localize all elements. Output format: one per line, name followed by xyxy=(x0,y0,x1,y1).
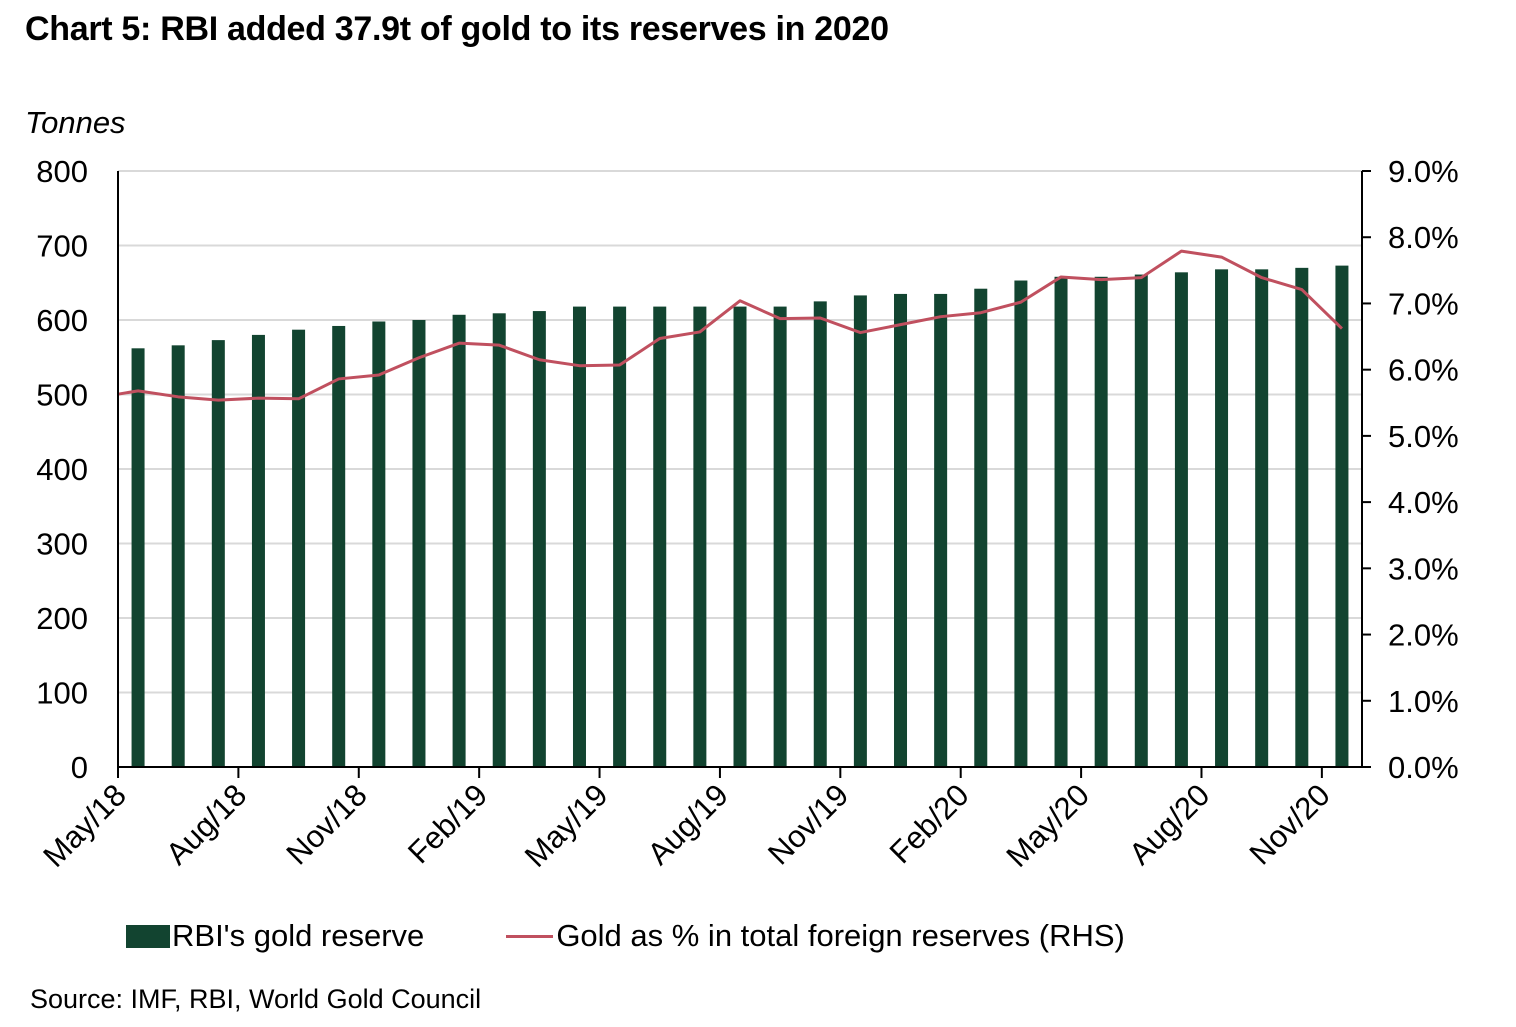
bar xyxy=(1134,274,1148,767)
x-tick-label: Aug/18 xyxy=(159,777,253,871)
source-note: Source: IMF, RBI, World Gold Council xyxy=(30,984,482,1014)
bar xyxy=(372,321,386,767)
y2-tick-label: 9.0% xyxy=(1388,154,1459,189)
legend-item-gold-reserve: RBI's gold reserve xyxy=(126,918,424,954)
x-tick-label: Nov/18 xyxy=(280,777,374,871)
bar xyxy=(653,306,667,767)
bar xyxy=(292,329,306,767)
bar xyxy=(1014,280,1028,767)
y2-tick-label: 3.0% xyxy=(1388,551,1459,586)
y-tick-label: 500 xyxy=(36,378,88,413)
y2-tick-label: 8.0% xyxy=(1388,220,1459,255)
legend-swatch-bar xyxy=(126,924,170,948)
chart-title: Chart 5: RBI added 37.9t of gold to its … xyxy=(25,10,889,48)
bar xyxy=(934,293,948,767)
y2-tick-label: 2.0% xyxy=(1388,618,1459,653)
x-tick-label: May/19 xyxy=(518,777,615,874)
bar xyxy=(1295,267,1309,767)
y-tick-label: 700 xyxy=(36,229,88,264)
bar xyxy=(1054,276,1068,767)
right-axis-ticks: 0.0% 1.0% 2.0% 3.0% 4.0% 5.0% 6.0% 7.0% 8.0% 9.0% xyxy=(1362,154,1459,785)
bar xyxy=(693,306,707,767)
legend-swatch-line xyxy=(506,934,554,938)
bar xyxy=(131,348,145,767)
left-axis-ticks: 0 100 200 300 400 500 600 700 800 xyxy=(36,154,88,785)
bar xyxy=(452,314,466,767)
x-tick-label: Aug/19 xyxy=(641,777,735,871)
x-tick-label: Feb/20 xyxy=(883,777,976,870)
bar xyxy=(813,301,827,767)
bar xyxy=(412,320,426,767)
y-tick-label: 600 xyxy=(36,303,88,338)
x-tick-label: Feb/19 xyxy=(401,777,494,870)
bar xyxy=(171,345,185,767)
y2-tick-label: 6.0% xyxy=(1388,353,1459,388)
bar xyxy=(492,313,506,767)
bar xyxy=(211,340,225,767)
bar xyxy=(894,293,908,767)
y2-tick-label: 0.0% xyxy=(1388,750,1459,785)
x-tick-label: Nov/20 xyxy=(1243,777,1337,871)
y2-tick-label: 5.0% xyxy=(1388,419,1459,454)
y2-tick-label: 1.0% xyxy=(1388,684,1459,719)
y-tick-label: 0 xyxy=(71,750,88,785)
bar xyxy=(1335,265,1349,767)
bar xyxy=(1174,272,1188,767)
y-tick-label: 300 xyxy=(36,527,88,562)
bar xyxy=(733,306,747,767)
legend-label-gold-share: Gold as % in total foreign reserves (RHS… xyxy=(556,918,1125,953)
line-gold-share xyxy=(117,249,1343,402)
y-tick-label: 400 xyxy=(36,452,88,487)
bar-series xyxy=(131,265,1349,767)
x-axis-ticks: May/18 Aug/18 Nov/18 Feb/19 May/19 Aug/19 Nov/… xyxy=(36,767,1337,874)
x-tick-label: May/18 xyxy=(36,777,133,874)
bar xyxy=(332,325,346,767)
bar xyxy=(572,306,586,767)
bar xyxy=(613,306,627,767)
y-tick-label: 100 xyxy=(36,676,88,711)
bar xyxy=(1094,276,1108,767)
x-tick-label: Aug/20 xyxy=(1122,777,1216,871)
y-tick-label: 800 xyxy=(36,154,88,189)
bar xyxy=(251,334,265,767)
bar xyxy=(853,295,867,767)
bar xyxy=(1255,269,1269,767)
bar xyxy=(1215,269,1229,767)
x-tick-label: Nov/19 xyxy=(761,777,855,871)
x-tick-label: May/20 xyxy=(999,777,1096,874)
y2-tick-label: 4.0% xyxy=(1388,485,1459,520)
bar xyxy=(773,306,787,767)
y2-tick-label: 7.0% xyxy=(1388,286,1459,321)
legend-label-gold-reserve: RBI's gold reserve xyxy=(172,918,425,953)
y-axis-label: Tonnes xyxy=(25,105,126,140)
line-series xyxy=(117,249,1343,402)
legend: RBI's gold reserve Gold as % in total fo… xyxy=(126,918,1125,954)
y-tick-label: 200 xyxy=(36,601,88,636)
bar xyxy=(532,311,546,767)
bar xyxy=(974,288,988,767)
axes xyxy=(117,171,1371,768)
legend-item-gold-share: Gold as % in total foreign reserves (RHS… xyxy=(506,918,1125,954)
